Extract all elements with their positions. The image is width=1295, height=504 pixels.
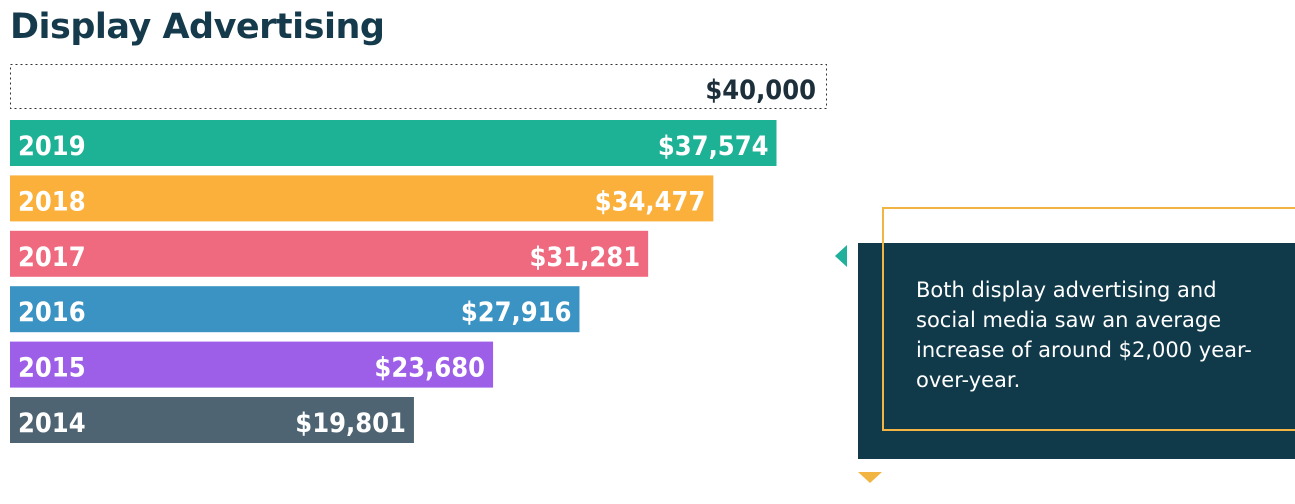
bar-label-2019: 2019 <box>18 131 86 162</box>
bar-value-2017: $31,281 <box>529 242 640 273</box>
bar-2019 <box>10 120 777 166</box>
gold-pointer-icon <box>858 472 882 483</box>
bar-label-2014: 2014 <box>18 408 86 439</box>
bar-chart: $40,000 2019 $37,574 2018 $34,477 2017 $31,281… <box>10 64 827 443</box>
bar-value-2018: $34,477 <box>595 186 706 217</box>
bar-label-2016: 2016 <box>18 297 86 328</box>
callout-box <box>858 243 1295 459</box>
chart-title: Display Advertising <box>10 7 385 47</box>
reference-value-label: $40,000 <box>705 75 816 106</box>
bar-value-2015: $23,680 <box>374 353 485 384</box>
bar-value-2019: $37,574 <box>658 131 769 162</box>
bar-2017 <box>10 230 649 277</box>
bar-2015 <box>10 341 494 388</box>
bar-2016 <box>10 286 580 333</box>
bar-value-2014: $19,801 <box>295 408 406 439</box>
bar-2014 <box>10 397 414 443</box>
teal-pointer-icon <box>835 245 847 267</box>
reference-box <box>10 64 827 109</box>
bar-label-2015: 2015 <box>18 353 86 384</box>
bar-label-2017: 2017 <box>18 242 86 273</box>
bar-2018 <box>10 175 714 222</box>
bar-value-2016: $27,916 <box>461 297 572 328</box>
callout-text: Both display advertising and social medi… <box>916 278 1252 392</box>
bar-label-2018: 2018 <box>18 186 86 217</box>
